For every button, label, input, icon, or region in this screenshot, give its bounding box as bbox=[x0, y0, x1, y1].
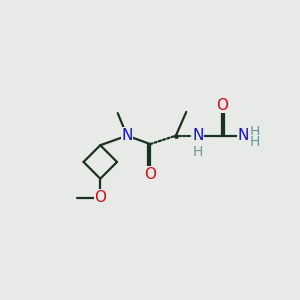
Text: H: H bbox=[250, 135, 260, 149]
Text: N: N bbox=[238, 128, 249, 143]
Text: O: O bbox=[144, 167, 156, 182]
Text: H: H bbox=[250, 124, 260, 139]
Text: N: N bbox=[192, 128, 204, 143]
Text: O: O bbox=[94, 190, 106, 205]
Text: O: O bbox=[216, 98, 228, 112]
Text: N: N bbox=[121, 128, 133, 143]
Text: H: H bbox=[193, 145, 203, 159]
